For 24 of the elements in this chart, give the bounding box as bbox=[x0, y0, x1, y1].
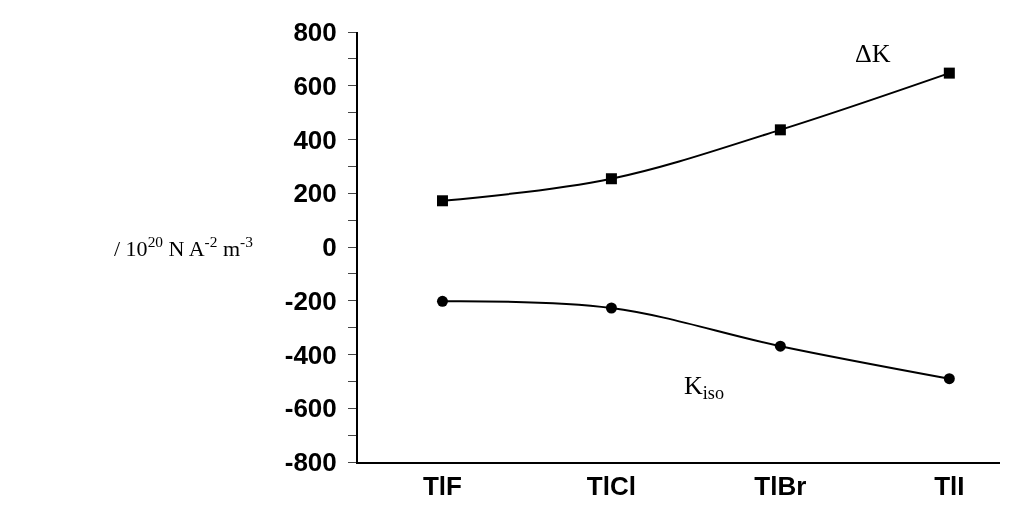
x-tick-label: TlF bbox=[422, 471, 462, 502]
y-tick-label: 800 bbox=[293, 17, 337, 48]
y-tick-label: -200 bbox=[284, 285, 337, 316]
point bbox=[436, 195, 448, 207]
y-axis-title: / 10$^{20}$ N A$^{-2}$ m$^{-3}$ bbox=[114, 233, 254, 262]
point bbox=[774, 340, 786, 352]
point bbox=[943, 373, 955, 385]
x-tick-label: TlBr bbox=[754, 471, 807, 502]
x-tick-label: TlI bbox=[934, 471, 965, 502]
series-label: K$_{iso}$ bbox=[684, 371, 725, 404]
point bbox=[436, 295, 448, 307]
y-tick-label: 400 bbox=[293, 124, 337, 155]
y-tick-label: -600 bbox=[284, 393, 337, 424]
point bbox=[605, 302, 617, 314]
series-label: ΔK bbox=[855, 39, 891, 68]
point bbox=[943, 67, 955, 79]
y-tick-label: -400 bbox=[284, 339, 337, 370]
y-tick-label: 0 bbox=[322, 232, 337, 263]
x-tick-label: TlCl bbox=[586, 471, 636, 502]
y-tick-label: 200 bbox=[293, 178, 337, 209]
y-tick-label: 600 bbox=[293, 70, 337, 101]
y-tick-label: -800 bbox=[284, 447, 337, 478]
point bbox=[605, 173, 617, 185]
point bbox=[774, 124, 786, 136]
